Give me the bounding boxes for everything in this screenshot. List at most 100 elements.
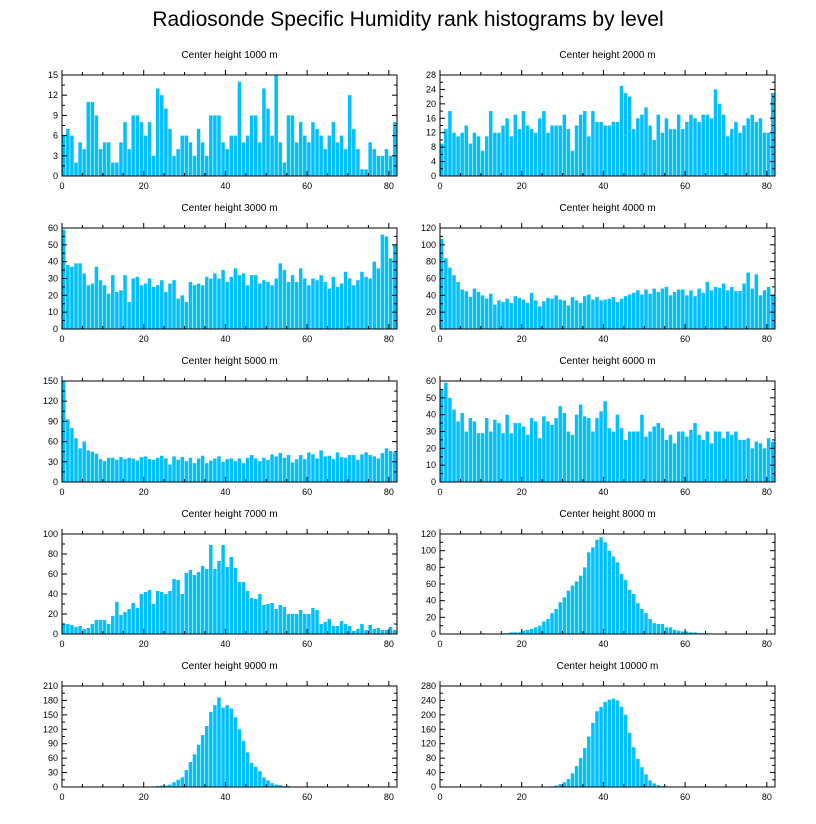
histogram-bar xyxy=(249,762,254,787)
x-tick-label: 60 xyxy=(302,334,312,344)
histogram-bar xyxy=(192,575,197,634)
histogram-bar xyxy=(294,142,299,176)
histogram-bar xyxy=(368,142,372,176)
histogram-bar xyxy=(668,129,673,176)
histogram-bar xyxy=(245,135,250,176)
histogram-bar xyxy=(599,706,603,787)
histogram-bar xyxy=(147,278,152,329)
histogram-bar xyxy=(282,270,287,329)
histogram-bar xyxy=(550,613,554,634)
histogram-bar xyxy=(352,285,356,329)
y-tick-label: 210 xyxy=(43,681,58,691)
y-tick-label: 200 xyxy=(421,710,436,720)
histogram-bar xyxy=(538,625,542,634)
histogram-bar xyxy=(372,456,376,482)
x-tick-label: 80 xyxy=(762,792,772,802)
histogram-bar xyxy=(225,281,229,329)
histogram-bar xyxy=(611,297,616,329)
histogram-bar xyxy=(489,293,493,329)
histogram-bar xyxy=(327,135,332,176)
histogram-bar xyxy=(562,597,567,634)
histogram-bar xyxy=(681,631,685,634)
x-tick-label: 60 xyxy=(302,639,312,649)
histogram-bar xyxy=(229,276,233,329)
histogram-bar xyxy=(685,121,689,176)
histogram-bar xyxy=(139,457,144,482)
histogram-bar xyxy=(335,626,340,634)
histogram-bar xyxy=(562,114,567,176)
histogram-bar xyxy=(94,620,99,634)
histogram-bar xyxy=(372,149,376,176)
histogram-bar xyxy=(558,299,562,329)
histogram-bar xyxy=(713,286,718,329)
y-tick-label: 20 xyxy=(426,99,436,109)
histogram-bar xyxy=(151,604,156,634)
histogram-bar xyxy=(558,602,562,634)
histogram-bar xyxy=(98,280,103,329)
histogram-bar xyxy=(168,784,172,787)
histogram-bar xyxy=(587,294,591,329)
histogram-bar xyxy=(672,291,677,329)
x-tick-label: 0 xyxy=(59,639,64,649)
histogram-bar xyxy=(652,426,656,482)
histogram-bar xyxy=(546,421,550,482)
y-tick-label: 30 xyxy=(48,768,58,778)
histogram-bar xyxy=(204,155,209,176)
histogram-bar xyxy=(501,302,505,329)
x-tick-label: 40 xyxy=(598,639,608,649)
histogram-bar xyxy=(570,773,575,787)
histogram-bar xyxy=(66,265,70,329)
histogram-bar xyxy=(640,114,644,176)
histogram-bar xyxy=(444,382,448,482)
histogram-bar xyxy=(636,118,640,176)
histogram-bar xyxy=(750,288,754,329)
histogram-bar xyxy=(578,758,583,787)
histogram-bar xyxy=(566,590,571,634)
histogram-bar xyxy=(356,629,360,634)
histogram-bar xyxy=(725,290,730,329)
histogram-bar xyxy=(546,297,550,329)
histogram-bar xyxy=(119,290,123,329)
histogram-bar xyxy=(652,288,656,329)
histogram-bar xyxy=(168,464,172,482)
histogram-bar xyxy=(266,281,270,329)
y-tick-label: 0 xyxy=(53,629,58,639)
histogram-bar xyxy=(188,457,193,482)
histogram-bar xyxy=(339,135,344,176)
histogram-bar xyxy=(509,136,513,176)
histogram-bar xyxy=(554,785,558,787)
y-tick-label: 120 xyxy=(43,724,58,734)
histogram-bar xyxy=(282,457,287,482)
histogram-bar xyxy=(517,632,522,634)
y-tick-label: 150 xyxy=(43,376,58,386)
histogram-bar xyxy=(323,281,327,329)
histogram-bar xyxy=(693,423,697,482)
histogram-bar xyxy=(245,752,250,787)
histogram-bar xyxy=(587,418,591,482)
histogram-bar xyxy=(623,296,628,329)
histogram-bar xyxy=(672,629,677,634)
histogram-bar xyxy=(98,149,103,176)
histogram-bar xyxy=(82,273,86,329)
histogram-bar xyxy=(82,629,86,634)
histogram-bar xyxy=(249,598,254,634)
histogram-bar xyxy=(249,275,254,329)
histogram-bar xyxy=(155,591,160,634)
histogram-bar xyxy=(587,552,591,634)
histogram-bar xyxy=(644,436,648,482)
x-tick-label: 60 xyxy=(302,487,312,497)
histogram-bar xyxy=(303,135,307,176)
histogram-bar xyxy=(623,714,628,787)
histogram-bar xyxy=(721,283,726,329)
histogram-bar xyxy=(533,300,538,329)
histogram-bar xyxy=(347,626,352,634)
histogram-bar xyxy=(632,431,636,482)
histogram-bar xyxy=(213,705,217,787)
y-tick-label: 160 xyxy=(421,724,436,734)
y-tick-label: 3 xyxy=(53,151,58,161)
histogram-bar xyxy=(660,132,665,176)
histogram-bar xyxy=(750,448,754,482)
histogram-bar xyxy=(184,461,189,482)
histogram-bar xyxy=(143,456,148,482)
histogram-bar xyxy=(168,591,172,634)
